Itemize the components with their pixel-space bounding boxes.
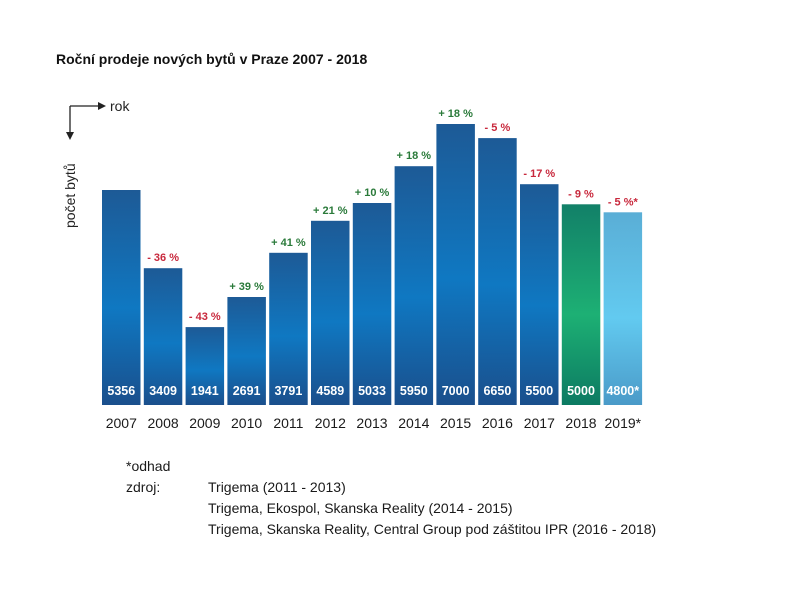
bar-2012 [311,220,350,405]
change-label: - 17 % [523,168,555,180]
source-list: Trigema (2011 - 2013) Trigema, Ekospol, … [208,477,656,540]
change-label: - 9 % [568,188,594,200]
bar-2013 [352,203,392,405]
bar-value-label: 4589 [316,384,344,398]
bar-2019 [603,212,643,405]
x-tick-label: 2016 [482,415,513,431]
bar-value-label: 5033 [358,384,386,398]
x-tick-label: 2019* [605,415,642,431]
bar-2018 [561,204,601,405]
x-tick-label: 2014 [398,415,429,431]
bar-value-label: 7000 [442,384,470,398]
x-tick-label: 2009 [189,415,220,431]
change-label: + 39 % [229,281,264,293]
bar-value-label: 5000 [567,384,595,398]
bar-2009 [185,327,225,405]
x-tick-label: 2017 [524,415,555,431]
bar-value-label: 5500 [525,384,553,398]
change-label: - 43 % [189,311,221,323]
bar-value-label: 1941 [191,384,219,398]
bar-2010 [227,297,266,405]
x-tick-label: 2007 [106,415,137,431]
footnote-estimate: *odhad [126,458,171,474]
x-tick-label: 2018 [565,415,596,431]
source-line: Trigema, Skanska Reality, Central Group … [208,521,657,537]
y-axis-label: počet bytů [62,163,78,228]
bar-value-label: 3409 [149,384,177,398]
bar-2007 [102,190,141,405]
source-label: zdroj: [126,479,161,495]
change-label: + 18 % [397,150,432,162]
bar-2015 [436,124,475,405]
source-line: Trigema, Ekospol, Skanska Reality (2014 … [208,500,513,516]
x-tick-label: 2012 [315,415,346,431]
x-tick-label: 2008 [148,415,179,431]
x-axis-label: rok [110,98,130,114]
bar-value-label: 4800* [606,384,639,398]
change-label: - 5 % [485,122,511,134]
chart-notes: *odhad zdroj: Trigema (2011 - 2013) Trig… [126,456,656,540]
change-label: + 21 % [313,205,348,217]
bar-2016 [478,138,517,405]
bar-value-label: 5356 [107,384,135,398]
change-label: + 18 % [438,108,473,120]
change-label: + 41 % [271,237,306,249]
bar-2017 [520,184,559,405]
source-line: Trigema (2011 - 2013) [208,479,346,495]
change-label: - 5 %* [608,196,639,208]
change-label: - 36 % [147,252,179,264]
bar-2011 [269,252,308,405]
bar-value-label: 5950 [400,384,428,398]
x-tick-label: 2013 [356,415,387,431]
bar-value-label: 2691 [233,384,261,398]
bars-group: 5356 2007 3409 2008 - 36 % 1941 2009 - 43 % 2691… [102,108,643,431]
x-tick-label: 2015 [440,415,471,431]
change-label: + 10 % [355,187,390,199]
bar-value-label: 6650 [483,384,511,398]
x-tick-label: 2011 [273,415,303,431]
chart-title: Roční prodeje nových bytů v Praze 2007 -… [56,51,368,67]
bar-2014 [394,166,434,405]
bar-value-label: 3791 [274,384,302,398]
x-tick-label: 2010 [231,415,262,431]
bar-2008 [143,268,183,405]
